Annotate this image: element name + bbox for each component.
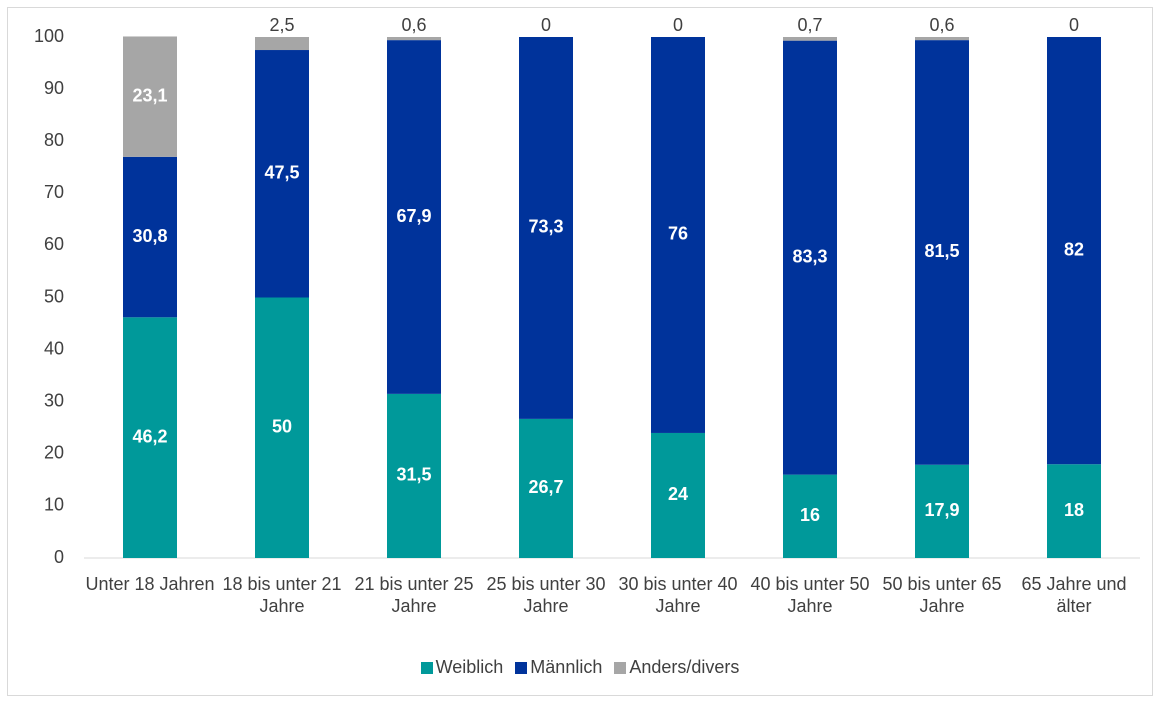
data-label: 24	[668, 484, 688, 504]
bar-segment	[915, 464, 969, 558]
bar-segment	[651, 37, 705, 433]
legend-swatch	[420, 662, 433, 674]
data-label: 47,5	[264, 163, 299, 183]
data-label: 17,9	[924, 500, 959, 520]
bar-segment	[387, 37, 441, 41]
bar-segment	[1047, 37, 1101, 465]
bar-segment	[255, 37, 309, 51]
data-label: 76	[668, 224, 688, 244]
bar-segment	[519, 418, 573, 558]
data-label: 0	[541, 15, 551, 35]
data-label: 82	[1064, 239, 1084, 259]
y-tick-label: 50	[44, 286, 64, 306]
data-label: 0,7	[797, 15, 822, 35]
x-tick-label: 25 bis unter 30 Jahre	[486, 574, 606, 616]
data-label: 16	[800, 505, 820, 525]
bar-segment	[123, 36, 177, 157]
data-label: 50	[272, 417, 292, 437]
data-label: 67,9	[396, 206, 431, 226]
y-tick-label: 20	[44, 443, 64, 463]
y-tick-label: 100	[34, 26, 64, 46]
bar-segment	[255, 297, 309, 558]
bar-segment	[1047, 464, 1101, 558]
bar-segment	[123, 317, 177, 558]
legend-item: Anders/divers	[614, 657, 739, 678]
legend-item: Weiblich	[420, 657, 504, 678]
bar-segment	[651, 432, 705, 558]
bar-segment	[783, 37, 837, 41]
x-tick-label: Unter 18 Jahren	[85, 574, 215, 594]
legend: Weiblich Männlich Anders/divers	[0, 657, 1160, 678]
y-tick-label: 60	[44, 234, 64, 254]
data-label: 83,3	[792, 246, 827, 266]
bar-segment	[255, 50, 309, 298]
data-label: 18	[1064, 500, 1084, 520]
legend-label: Anders/divers	[629, 657, 740, 677]
data-label: 46,2	[132, 426, 167, 446]
data-label: 30,8	[132, 226, 167, 246]
bar-segment	[123, 156, 177, 318]
data-label: 0	[1069, 15, 1079, 35]
data-label: 23,1	[132, 85, 167, 105]
bar-segment	[915, 37, 969, 41]
y-tick-label: 30	[44, 390, 64, 410]
legend-swatch	[614, 662, 627, 674]
bar-segment	[519, 37, 573, 419]
bar-segment	[387, 393, 441, 558]
y-tick-label: 90	[44, 78, 64, 98]
x-tick-label: 21 bis unter 25 Jahre	[354, 574, 474, 616]
y-tick-label: 40	[44, 338, 64, 358]
bar-segment	[387, 40, 441, 394]
x-tick-label: 50 bis unter 65 Jahre	[882, 574, 1002, 616]
chart-border	[7, 7, 1153, 696]
data-label: 31,5	[396, 465, 431, 485]
legend-label: Männlich	[530, 657, 603, 677]
x-tick-label: 40 bis unter 50 Jahre	[750, 574, 870, 616]
x-tick-label: 65 Jahre und älter	[1021, 574, 1127, 616]
data-label: 0	[673, 15, 683, 35]
legend-item: Männlich	[515, 657, 602, 678]
y-tick-label: 0	[54, 547, 64, 567]
data-label: 0,6	[401, 15, 426, 35]
x-tick-label: 30 bis unter 40 Jahre	[618, 574, 738, 616]
bar-segment	[783, 474, 837, 558]
data-label: 81,5	[924, 241, 959, 261]
bar-segment	[915, 40, 969, 465]
bar-segment	[783, 40, 837, 475]
data-label: 73,3	[528, 217, 563, 237]
y-tick-label: 80	[44, 130, 64, 150]
data-label: 0,6	[929, 15, 954, 35]
x-tick-label: 18 bis unter 21 Jahre	[222, 574, 342, 616]
data-label: 26,7	[528, 477, 563, 497]
legend-swatch	[515, 662, 528, 674]
data-label: 2,5	[269, 15, 294, 35]
y-tick-label: 70	[44, 182, 64, 202]
legend-label: Weiblich	[435, 657, 504, 677]
y-tick-label: 10	[44, 495, 64, 515]
